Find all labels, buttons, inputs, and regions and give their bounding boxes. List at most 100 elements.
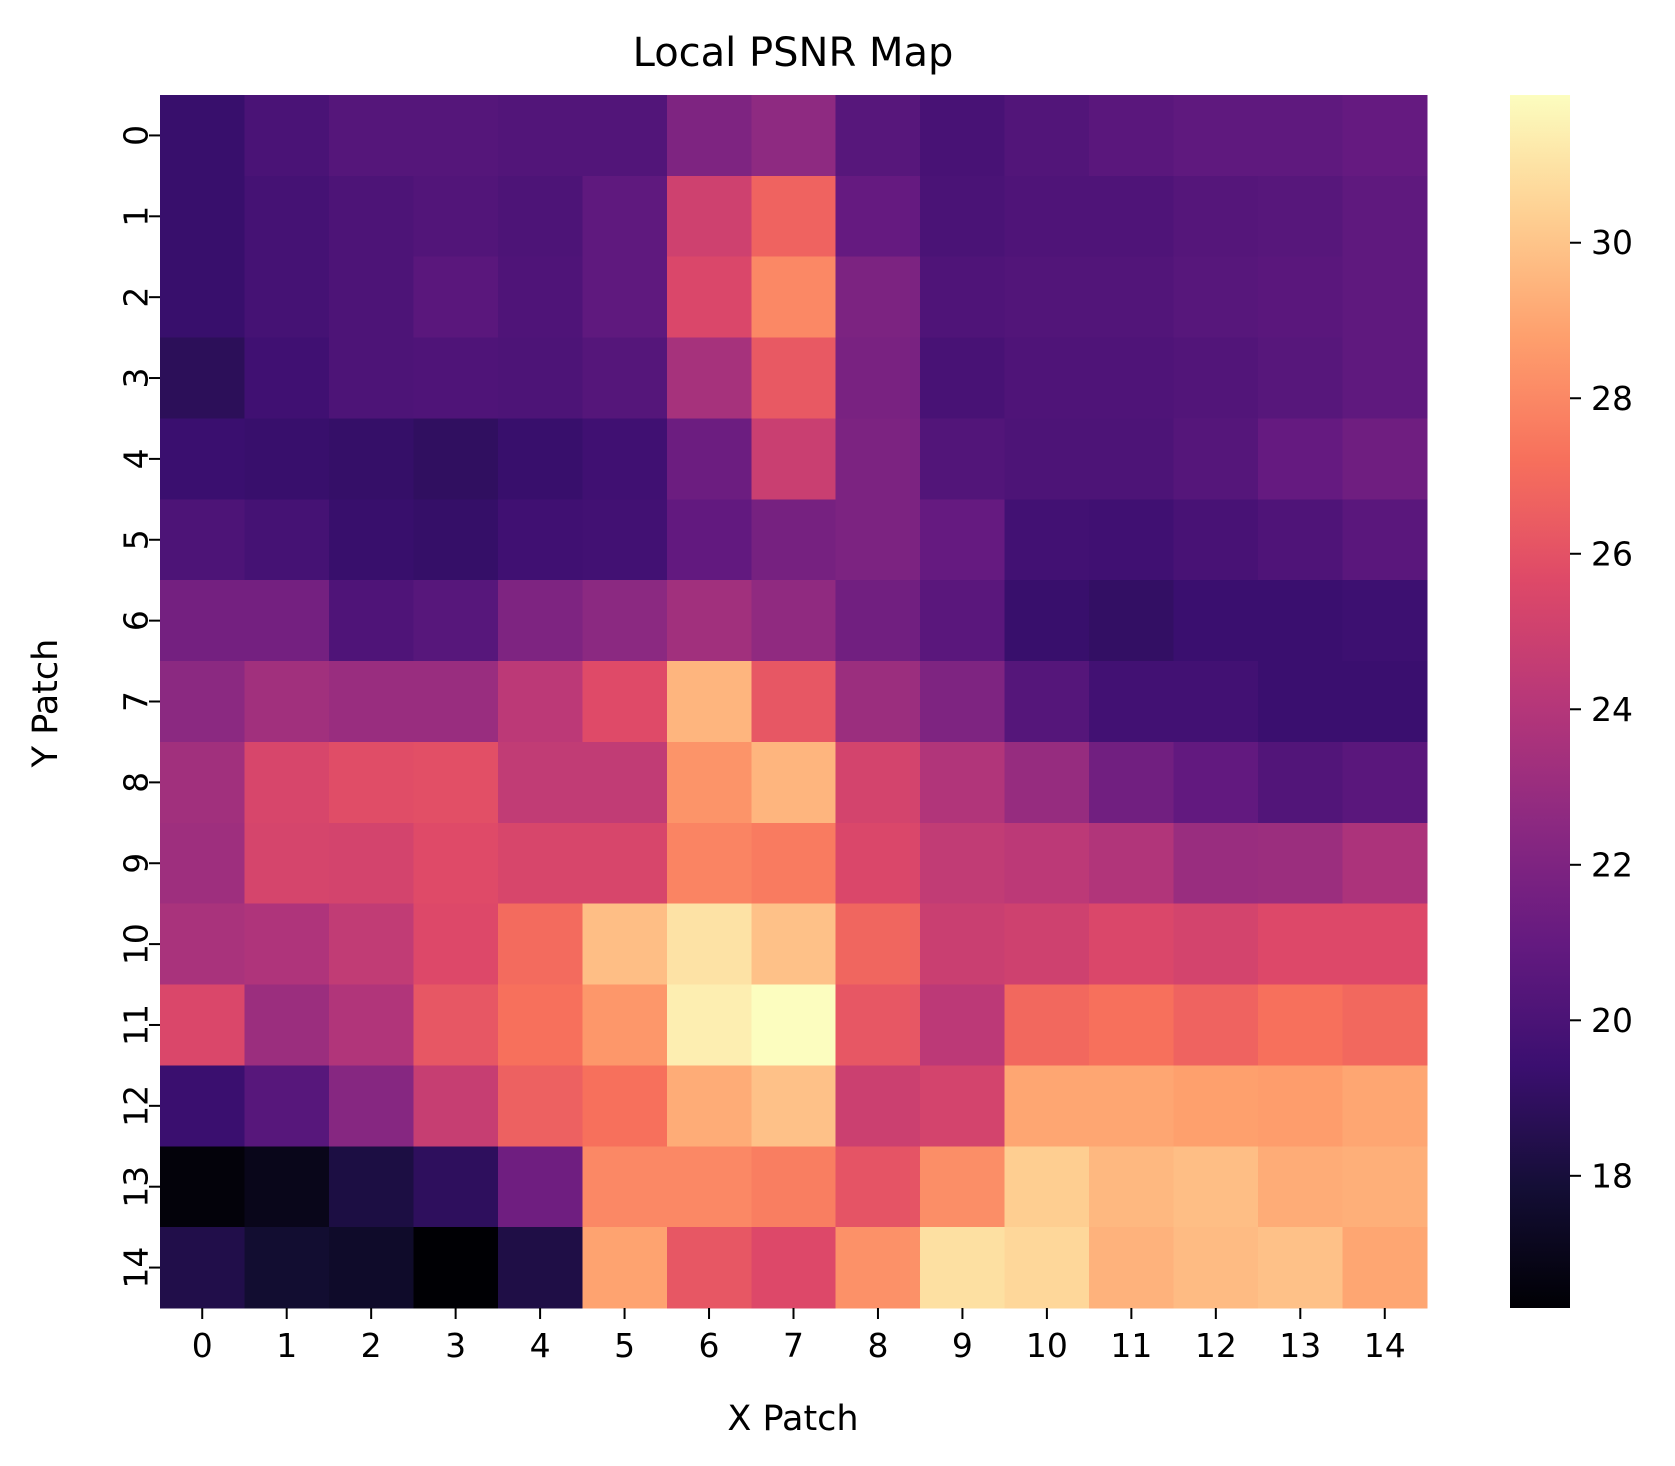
heatmap-cell: [666, 661, 752, 743]
heatmap-cell: [160, 1227, 246, 1309]
heatmap-cell: [1342, 95, 1428, 177]
heatmap-cell: [582, 1146, 668, 1228]
heatmap-cell: [582, 580, 668, 662]
x-axis-label: X Patch: [727, 1399, 858, 1439]
heatmap-cell: [497, 95, 583, 177]
heatmap-cell: [497, 903, 583, 986]
heatmap-cell: [328, 903, 414, 986]
heatmap-cell: [1004, 256, 1090, 339]
heatmap-cell: [835, 95, 921, 177]
heatmap-cell: [1258, 822, 1344, 905]
heatmap-cell: [497, 418, 583, 500]
heatmap-cell: [835, 1227, 921, 1309]
heatmap-cell: [920, 499, 1006, 581]
heatmap-cell: [160, 984, 246, 1066]
heatmap-cell: [582, 337, 668, 420]
heatmap-cell: [160, 580, 246, 662]
heatmap-cell: [328, 1065, 414, 1147]
colorbar-ticks: 18 20 22 24 26 28 30: [1570, 223, 1633, 1195]
heatmap-cell: [328, 1227, 414, 1309]
heatmap-cell: [666, 984, 752, 1066]
x-axis: 0 1 2 3 4 5 6 7 8 9 10 11 12 13 14: [192, 1308, 1406, 1365]
heatmap-cell: [582, 256, 668, 339]
y-tick-label: 14: [117, 1247, 156, 1289]
heatmap-cell: [751, 903, 837, 986]
heatmap-cell: [1004, 418, 1090, 500]
heatmap-cell: [835, 1065, 921, 1147]
y-tick-label: 1: [117, 206, 156, 227]
heatmap-cell: [160, 499, 246, 581]
heatmap-cell: [497, 580, 583, 662]
heatmap-cell: [1089, 418, 1175, 500]
x-tick-label: 1: [276, 1326, 297, 1365]
heatmap-cell: [1173, 1146, 1259, 1228]
heatmap-cell: [328, 418, 414, 500]
heatmap-cell: [1258, 661, 1344, 743]
colorbar-tick-label: 18: [1591, 1156, 1633, 1195]
heatmap-cell: [1258, 903, 1344, 986]
heatmap-cell: [1258, 1146, 1344, 1228]
heatmap-cell: [497, 661, 583, 743]
colorbar-tick-label: 22: [1591, 845, 1633, 884]
heatmap-cell: [751, 822, 837, 905]
heatmap-cell: [751, 1227, 837, 1309]
heatmap-cell: [328, 580, 414, 662]
heatmap-cell: [751, 499, 837, 581]
colorbar-tick-label: 28: [1591, 379, 1633, 418]
heatmap-cell: [1004, 903, 1090, 986]
heatmap-cell: [582, 175, 668, 258]
heatmap-cell: [835, 1146, 921, 1228]
heatmap-cell: [1004, 822, 1090, 905]
heatmap-cell: [413, 337, 499, 420]
heatmap-cell: [413, 1227, 499, 1309]
heatmap-cell: [1342, 175, 1428, 258]
chart-title: Local PSNR Map: [633, 30, 954, 76]
heatmap-cell: [1004, 1065, 1090, 1147]
heatmap-cell: [835, 741, 921, 824]
heatmap-cell: [1004, 1146, 1090, 1228]
heatmap-cell: [920, 337, 1006, 420]
heatmap-cell: [582, 661, 668, 743]
heatmap-cell: [666, 822, 752, 905]
heatmap-cell: [666, 1227, 752, 1309]
y-tick-label: 3: [117, 368, 156, 389]
heatmap-cell: [1089, 903, 1175, 986]
heatmap-cell: [920, 1227, 1006, 1309]
heatmap-cell: [1089, 95, 1175, 177]
heatmap-cell: [1342, 984, 1428, 1066]
heatmap-cell: [1173, 1065, 1259, 1147]
heatmap-cell: [835, 418, 921, 500]
heatmap-cell: [1089, 1227, 1175, 1309]
heatmap-cell: [582, 984, 668, 1066]
heatmap-cell: [666, 1146, 752, 1228]
heatmap-cell: [1342, 580, 1428, 662]
colorbar: [1510, 95, 1570, 1308]
heatmap-cell: [666, 580, 752, 662]
heatmap-cell: [160, 175, 246, 258]
heatmap-cell: [413, 1146, 499, 1228]
heatmap-cell: [328, 661, 414, 743]
heatmap-cell: [244, 580, 330, 662]
heatmap-cell: [497, 175, 583, 258]
heatmap-cell: [751, 337, 837, 420]
x-tick-label: 10: [1026, 1326, 1068, 1365]
heatmap-cell: [1004, 175, 1090, 258]
heatmap-cell: [1258, 418, 1344, 500]
heatmap-cell: [1089, 1065, 1175, 1147]
heatmap-cell: [835, 499, 921, 581]
heatmap-cell: [1004, 95, 1090, 177]
heatmap-cell: [582, 418, 668, 500]
heatmap-cell: [835, 256, 921, 339]
x-tick-label: 4: [530, 1326, 551, 1365]
heatmap-cell: [835, 175, 921, 258]
heatmap-cell: [244, 175, 330, 258]
heatmap-cell: [751, 256, 837, 339]
heatmap-cell: [582, 499, 668, 581]
heatmap-cell: [244, 1065, 330, 1147]
heatmap-cell: [328, 95, 414, 177]
heatmap-cell: [328, 822, 414, 905]
heatmap-cell: [413, 580, 499, 662]
heatmap-cell: [413, 95, 499, 177]
heatmap-cell: [497, 822, 583, 905]
